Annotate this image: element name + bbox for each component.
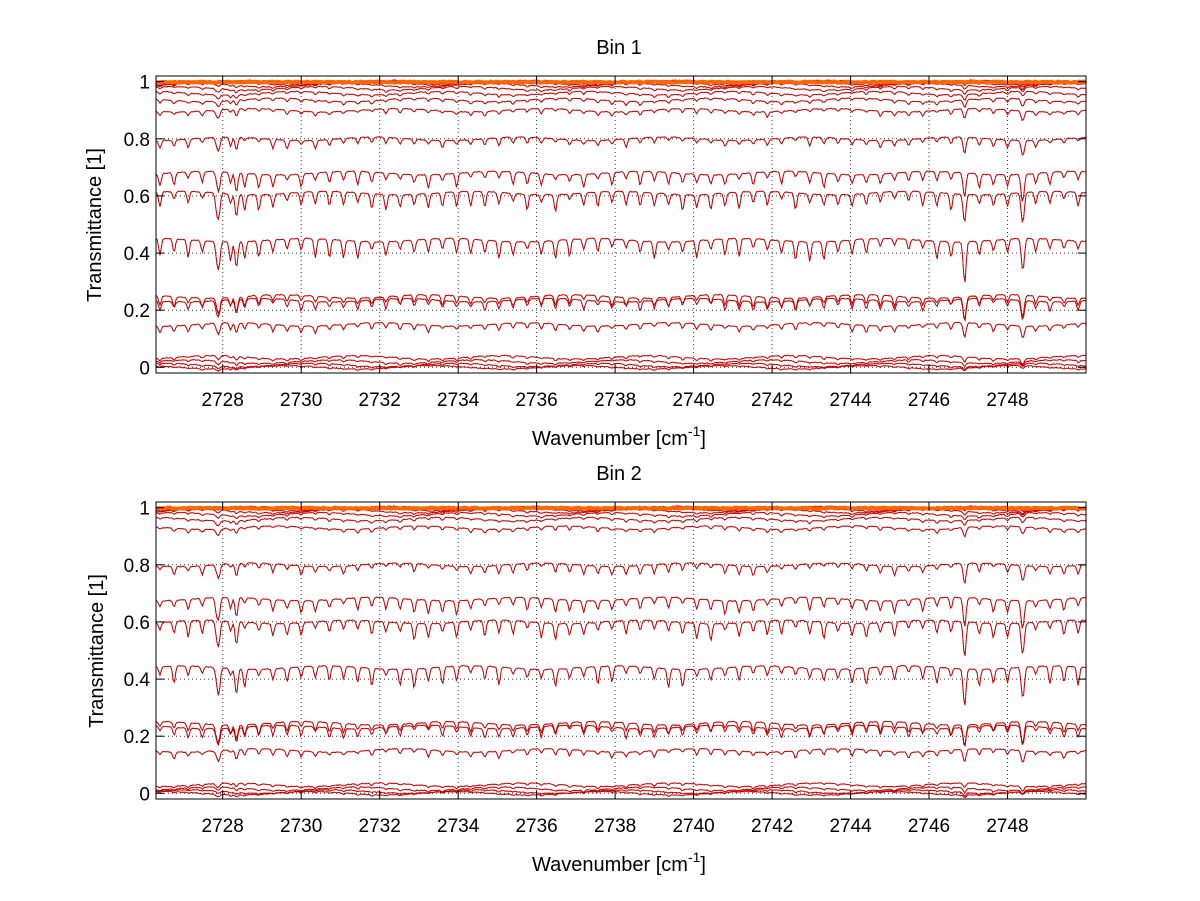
saturated-band-line [155, 505, 1087, 511]
x-tick-label: 2732 [359, 390, 401, 411]
spectrum-line [155, 362, 1087, 370]
spectrum-line [155, 297, 1087, 323]
x-axis-label-main: Wavenumber [cm [532, 854, 688, 876]
spectrum-line [155, 782, 1087, 792]
spectrum-line [155, 190, 1087, 224]
spectrum-line [155, 321, 1087, 339]
x-tick-label: 2748 [986, 816, 1028, 837]
x-axis-label: Wavenumber [cm-1] [532, 423, 706, 450]
spectrum-line [155, 720, 1087, 748]
axes-box [155, 75, 1087, 374]
y-tick-label: 0.8 [124, 556, 150, 577]
x-tick-label: 2744 [829, 390, 872, 411]
subplot-title: Bin 2 [596, 463, 642, 485]
x-tick-label: 2742 [751, 816, 793, 837]
y-tick-label: 1 [139, 499, 150, 520]
tick-marks [156, 76, 1086, 373]
x-axis-label-superscript: -1 [688, 423, 701, 439]
x-tick-label: 2742 [751, 390, 793, 411]
spectrum-line [155, 354, 1087, 366]
y-tick-label: 0.6 [124, 187, 150, 208]
spectrum-line [155, 596, 1087, 629]
y-tick-label: 0.4 [124, 670, 151, 691]
x-tick-label: 2740 [672, 390, 714, 411]
x-tick-labels: 2728 2730 2732 2734 2736 2738 2740 2742 2744 2746… [202, 390, 1029, 411]
subplot-title: Bin 1 [596, 37, 642, 59]
x-axis-label: Wavenumber [cm-1] [532, 849, 706, 876]
x-axis-label-close: ] [700, 854, 706, 876]
spectrum-line [156, 516, 1087, 527]
tick-marks [156, 502, 1086, 799]
spectrum-line [155, 747, 1086, 763]
subplot-bin-1: Bin 1 2728 2730 2732 2734 2736 2738 2740 2742 27… [84, 37, 1087, 450]
spectrum-line [155, 790, 1087, 799]
y-tick-labels: 0 0.2 0.4 0.6 0.8 1 [124, 499, 151, 806]
x-tick-label: 2728 [202, 390, 244, 411]
x-tick-label: 2736 [515, 390, 557, 411]
spectrum-line [156, 364, 1087, 372]
y-tick-label: 1 [139, 73, 150, 94]
spectrum-line [156, 358, 1087, 367]
x-tick-label: 2744 [829, 816, 872, 837]
y-tick-label: 0 [139, 784, 150, 805]
spectrum-line [155, 107, 1087, 122]
series-lines [155, 505, 1087, 799]
x-tick-label: 2734 [437, 816, 480, 837]
x-tick-label: 2728 [202, 816, 244, 837]
series-lines [155, 79, 1087, 372]
x-tick-label: 2746 [908, 390, 950, 411]
spectrum-line [155, 511, 1087, 520]
spectrum-line [155, 97, 1087, 109]
spectrum-line [155, 90, 1087, 102]
y-axis-label: Transmittance [1] [84, 148, 106, 302]
axes-box [155, 501, 1087, 800]
saturated-band-line [156, 79, 1087, 85]
y-tick-label: 0.2 [124, 727, 150, 748]
spectrum-line [155, 619, 1087, 657]
y-tick-label: 0.2 [124, 301, 150, 322]
spectrum-line [155, 788, 1087, 798]
x-tick-label: 2734 [437, 390, 480, 411]
spectrum-line [155, 525, 1087, 539]
spectrum-line [155, 293, 1087, 321]
spectrum-line [155, 664, 1087, 706]
x-tick-label: 2738 [594, 390, 636, 411]
x-tick-label: 2736 [515, 816, 557, 837]
x-tick-label: 2732 [359, 816, 401, 837]
x-tick-label: 2748 [986, 390, 1028, 411]
x-axis-label-main: Wavenumber [cm [532, 428, 688, 450]
x-tick-label: 2730 [280, 816, 322, 837]
x-tick-label: 2740 [672, 816, 714, 837]
spectrum-line [155, 85, 1087, 95]
y-tick-label: 0.8 [124, 130, 150, 151]
spectrum-line [155, 562, 1087, 584]
y-tick-labels: 0 0.2 0.4 0.6 0.8 1 [124, 73, 151, 380]
y-tick-label: 0.4 [124, 244, 151, 265]
subplot-bin-2: Bin 2 2728 2730 2732 2734 2736 2738 2740 2742 27… [86, 463, 1087, 876]
spectrum-line [155, 237, 1087, 283]
y-tick-label: 0 [139, 358, 150, 379]
x-tick-label: 2746 [908, 816, 950, 837]
spectrum-line [155, 724, 1087, 747]
x-tick-label: 2730 [280, 390, 322, 411]
x-tick-labels: 2728 2730 2732 2734 2736 2738 2740 2742 2744 2746… [202, 816, 1029, 837]
x-axis-label-superscript: -1 [688, 849, 701, 865]
x-axis-label-close: ] [700, 428, 706, 450]
spectrum-line [155, 136, 1087, 156]
spectrum-line [155, 170, 1087, 202]
spectrum-line [156, 786, 1087, 795]
y-tick-label: 0.6 [124, 613, 150, 634]
y-axis-label: Transmittance [1] [86, 574, 108, 728]
x-tick-label: 2738 [594, 816, 636, 837]
